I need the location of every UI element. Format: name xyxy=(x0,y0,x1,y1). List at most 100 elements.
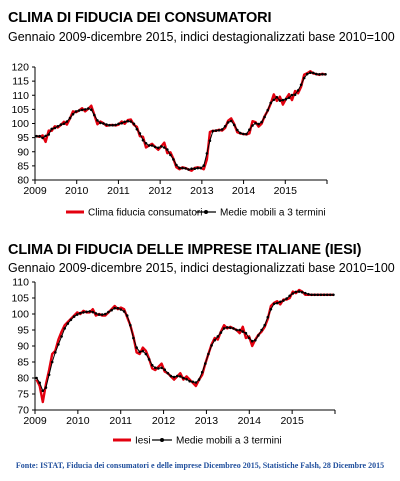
data-point xyxy=(287,96,291,100)
data-point xyxy=(93,113,96,117)
data-point xyxy=(325,293,329,297)
data-point xyxy=(172,158,175,161)
chart-subtitle: Gennaio 2009-dicembre 2015, indici desta… xyxy=(8,30,395,44)
data-point xyxy=(254,338,257,342)
data-point xyxy=(153,145,157,149)
data-point xyxy=(238,328,241,332)
data-point xyxy=(159,145,163,148)
data-point xyxy=(107,310,110,314)
source-note: Fonte: ISTAT, Fiducia dei consumatori e … xyxy=(15,461,385,470)
data-point xyxy=(38,381,41,385)
y-tick-label: 95 xyxy=(17,132,29,144)
data-point xyxy=(184,167,187,170)
data-point xyxy=(175,163,178,167)
data-point xyxy=(50,127,53,131)
data-point xyxy=(44,134,47,138)
data-point xyxy=(284,97,288,101)
data-point xyxy=(279,300,282,304)
data-point xyxy=(123,120,126,124)
data-point xyxy=(305,72,309,76)
data-point xyxy=(122,310,126,313)
data-point xyxy=(82,311,85,314)
y-tick-label: 90 xyxy=(17,146,29,158)
data-point xyxy=(83,108,87,111)
data-point xyxy=(108,123,111,127)
data-point xyxy=(163,146,166,149)
data-point xyxy=(245,132,248,136)
data-point xyxy=(156,146,160,150)
data-point xyxy=(119,308,123,311)
data-point xyxy=(205,152,209,155)
data-point xyxy=(47,373,51,377)
data-point xyxy=(207,352,210,356)
data-point xyxy=(199,166,203,170)
data-point xyxy=(135,127,139,131)
data-point xyxy=(66,322,70,325)
data-point xyxy=(211,129,215,133)
data-point xyxy=(282,299,285,302)
data-point xyxy=(79,311,82,315)
data-point xyxy=(214,129,218,132)
y-tick-label: 70 xyxy=(17,405,29,417)
data-point xyxy=(302,76,306,80)
data-point xyxy=(226,121,230,124)
data-point xyxy=(71,112,75,116)
data-point xyxy=(329,293,332,297)
data-point xyxy=(322,293,326,297)
x-tick-label: 2012 xyxy=(152,415,176,427)
data-point xyxy=(144,142,148,145)
y-tick-label: 80 xyxy=(17,373,29,385)
series-line-raw xyxy=(35,288,334,404)
data-point xyxy=(181,166,184,170)
data-point xyxy=(41,389,45,393)
y-tick-label: 80 xyxy=(17,175,29,187)
consumer-confidence-chart: 80 85 90 95 100 105 110 115 120 2009 2010 2011 2012 2… xyxy=(11,62,328,219)
data-point xyxy=(169,374,173,378)
y-tick-label: 105 xyxy=(11,104,29,116)
data-point xyxy=(141,349,145,353)
y-tick-label: 115 xyxy=(12,76,29,88)
legend-marker-moving-average xyxy=(204,210,208,214)
data-point xyxy=(113,306,116,310)
data-point xyxy=(324,73,327,76)
data-point xyxy=(232,123,236,127)
data-point xyxy=(222,327,226,330)
data-point xyxy=(85,310,88,314)
y-tick-label: 100 xyxy=(11,309,29,321)
x-tick-label: 2009 xyxy=(23,415,47,427)
data-point xyxy=(290,93,294,97)
data-point xyxy=(294,290,298,294)
data-point xyxy=(126,119,130,123)
data-point xyxy=(260,120,263,124)
data-point xyxy=(318,73,321,76)
data-point xyxy=(77,109,81,112)
data-point xyxy=(288,294,292,298)
data-point xyxy=(254,121,257,125)
data-point xyxy=(293,93,297,96)
data-point xyxy=(244,331,248,335)
data-point xyxy=(217,129,221,132)
data-point xyxy=(157,367,160,370)
data-point xyxy=(266,315,270,319)
data-point xyxy=(220,128,224,131)
x-tick-label: 2011 xyxy=(107,185,130,197)
data-point xyxy=(38,134,41,138)
data-point xyxy=(129,323,132,327)
data-point xyxy=(291,292,295,295)
data-point xyxy=(102,122,105,125)
y-tick-label: 95 xyxy=(17,325,29,337)
data-point xyxy=(116,306,120,310)
data-point xyxy=(257,334,260,337)
data-point xyxy=(96,119,99,122)
data-point xyxy=(154,366,157,370)
legend-label-raw: Iesi xyxy=(135,436,151,447)
data-point xyxy=(236,128,239,132)
data-point xyxy=(104,312,107,316)
data-point xyxy=(97,313,101,316)
data-point xyxy=(229,119,233,123)
data-point xyxy=(132,122,136,126)
data-point xyxy=(216,335,220,338)
data-point xyxy=(219,331,223,334)
data-point xyxy=(285,297,288,300)
data-point xyxy=(147,144,151,147)
